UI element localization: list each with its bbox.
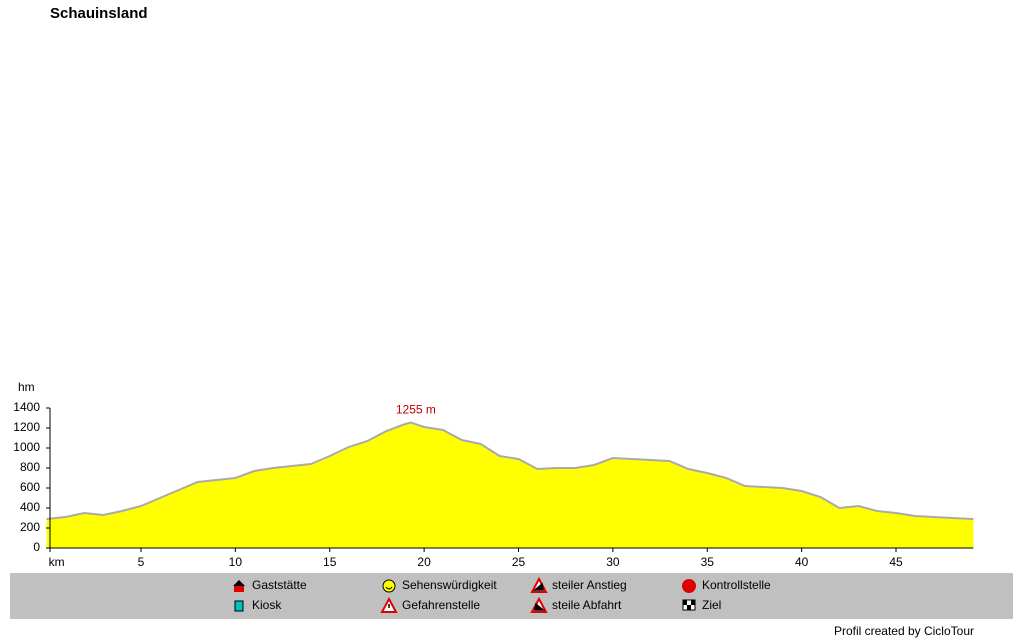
elevation-line (46, 421, 974, 520)
x-tick-label: 25 (512, 555, 526, 569)
legend-icon (233, 580, 245, 586)
y-tick-label: 0 (33, 540, 40, 554)
x-tick-label: 30 (606, 555, 620, 569)
y-tick-label: 800 (20, 460, 40, 474)
legend-icon (534, 602, 546, 611)
legend-icon (385, 586, 393, 590)
y-axis-label: hm (18, 380, 35, 394)
y-tick-label: 1200 (13, 420, 40, 434)
legend-label: steile Abfahrt (552, 598, 622, 612)
y-tick-label: 400 (20, 500, 40, 514)
legend-label: Kontrollstelle (702, 578, 771, 592)
peak-annotation: 1255 m (396, 403, 436, 417)
y-tick-label: 200 (20, 520, 40, 534)
x-tick-label: 35 (701, 555, 715, 569)
x-tick-label: km (49, 555, 65, 569)
legend-label: steiler Anstieg (552, 578, 627, 592)
x-tick-label: 5 (138, 555, 145, 569)
legend-icon (687, 605, 691, 610)
legend-icon (682, 579, 696, 593)
x-tick-label: 20 (417, 555, 431, 569)
elevation-area (46, 422, 974, 548)
legend-label: Sehenswürdigkeit (402, 578, 497, 592)
legend-icon (234, 600, 244, 612)
legend-icon (683, 600, 687, 605)
x-tick-label: 40 (795, 555, 809, 569)
y-tick-label: 1000 (13, 440, 40, 454)
legend-icon (691, 600, 695, 605)
legend-label: Ziel (702, 598, 721, 612)
legend-label: Gaststätte (252, 578, 307, 592)
x-tick-label: 15 (323, 555, 337, 569)
legend-label: Gefahrenstelle (402, 598, 480, 612)
legend-icon (234, 586, 244, 592)
y-tick-label: 1400 (13, 400, 40, 414)
chart-title: Schauinsland (50, 5, 148, 22)
y-tick-label: 600 (20, 480, 40, 494)
legend-label: Kiosk (252, 598, 282, 612)
footer: Profil created by CicloTour (834, 624, 974, 638)
x-tick-label: 45 (889, 555, 903, 569)
legend-icon (382, 579, 396, 593)
legend-icon (532, 582, 544, 591)
x-tick-label: 10 (229, 555, 243, 569)
legend-box (10, 573, 1013, 619)
